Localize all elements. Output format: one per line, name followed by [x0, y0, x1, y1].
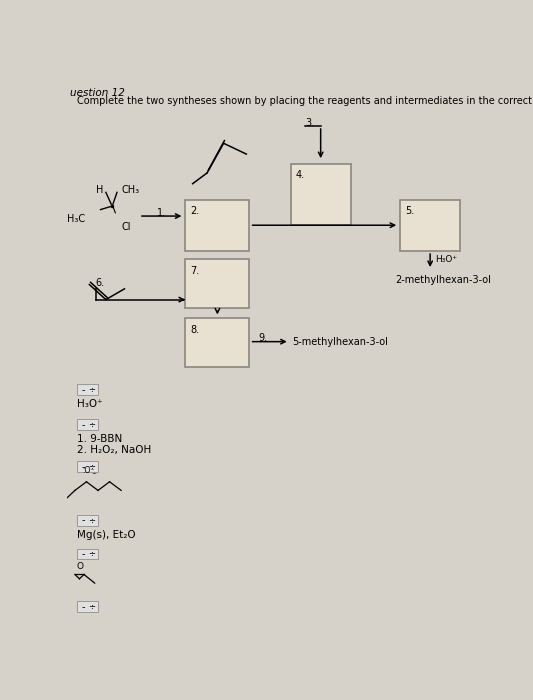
Text: 1. 9-BBN: 1. 9-BBN [77, 434, 122, 444]
Bar [185, 199, 249, 251]
Text: 7.: 7. [190, 265, 199, 276]
Text: -: - [82, 549, 85, 559]
Text: 8.: 8. [190, 325, 199, 335]
Bar [77, 515, 98, 526]
Text: ÷: ÷ [88, 602, 95, 611]
Text: ÷: ÷ [88, 516, 95, 525]
Text: CH₃: CH₃ [121, 186, 139, 195]
Bar [77, 549, 98, 559]
Text: ÷: ÷ [88, 550, 95, 559]
Text: 2. H₂O₂, NaOH: 2. H₂O₂, NaOH [77, 445, 151, 455]
Text: H₃O⁺: H₃O⁺ [435, 255, 457, 264]
Bar [290, 164, 351, 225]
Text: -: - [82, 384, 85, 395]
Bar [77, 601, 98, 612]
Text: 5.: 5. [405, 206, 414, 216]
Bar [77, 384, 98, 395]
Text: 2-methylhexan-3-ol: 2-methylhexan-3-ol [395, 275, 491, 286]
Text: Cl: Cl [121, 222, 131, 232]
Bar [77, 419, 98, 430]
Text: Mg(s), Et₂O: Mg(s), Et₂O [77, 531, 135, 540]
Text: 3.: 3. [305, 118, 314, 128]
Bar [400, 199, 460, 251]
Bar [77, 461, 98, 472]
Text: :O⁻: :O⁻ [82, 466, 95, 475]
Text: Complete the two syntheses shown by placing the reagents and intermediates in th: Complete the two syntheses shown by plac… [77, 97, 533, 106]
Text: ÷: ÷ [88, 420, 95, 429]
Text: H: H [95, 186, 103, 195]
Text: -: - [82, 419, 85, 430]
Text: O: O [76, 562, 83, 571]
Text: 5-methylhexan-3-ol: 5-methylhexan-3-ol [292, 337, 387, 346]
Text: 1.: 1. [157, 209, 166, 218]
Text: 2.: 2. [190, 206, 199, 216]
Text: -: - [82, 516, 85, 526]
Bar [185, 318, 249, 367]
Text: -: - [82, 602, 85, 612]
Text: H₃O⁺: H₃O⁺ [77, 399, 102, 409]
Text: -: - [82, 462, 85, 472]
Text: H₃C: H₃C [67, 214, 85, 224]
Text: 6.: 6. [95, 279, 104, 288]
Text: 9.: 9. [259, 333, 268, 344]
Text: ÷: ÷ [88, 462, 95, 471]
Bar [185, 259, 249, 308]
Text: uestion 12: uestion 12 [70, 88, 125, 98]
Text: ÷: ÷ [88, 385, 95, 394]
Text: 4.: 4. [296, 170, 305, 180]
